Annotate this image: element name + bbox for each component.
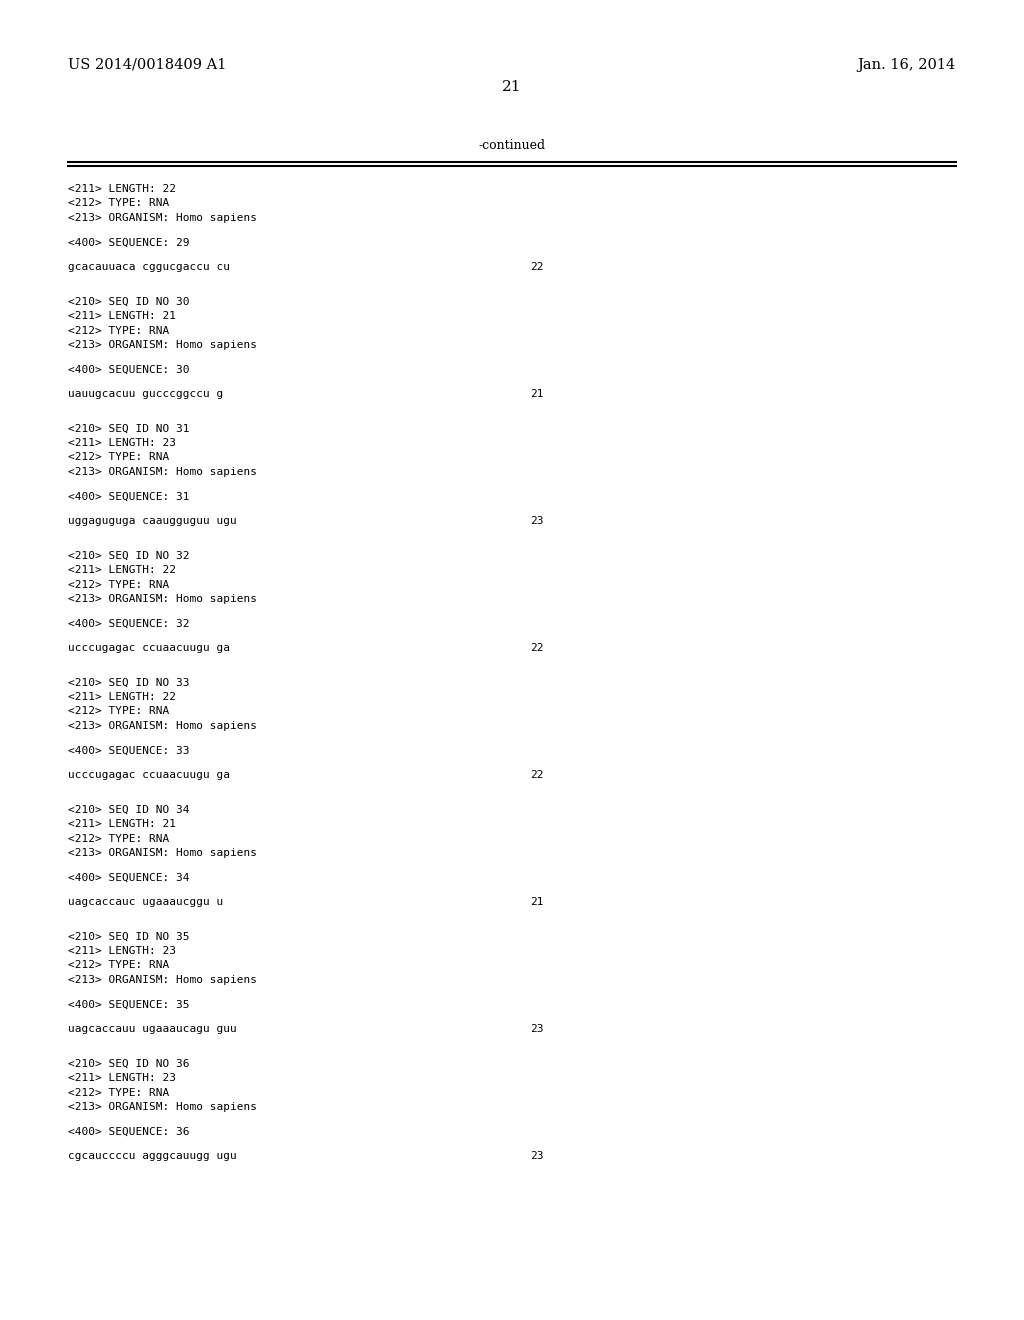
Text: <400> SEQUENCE: 30: <400> SEQUENCE: 30: [68, 364, 189, 375]
Text: gcacauuaca cggucgaccu cu: gcacauuaca cggucgaccu cu: [68, 261, 230, 272]
Text: <210> SEQ ID NO 34: <210> SEQ ID NO 34: [68, 804, 189, 814]
Text: <212> TYPE: RNA: <212> TYPE: RNA: [68, 579, 169, 590]
Text: US 2014/0018409 A1: US 2014/0018409 A1: [68, 58, 226, 73]
Text: <212> TYPE: RNA: <212> TYPE: RNA: [68, 961, 169, 970]
Text: <212> TYPE: RNA: <212> TYPE: RNA: [68, 198, 169, 209]
Text: <213> ORGANISM: Homo sapiens: <213> ORGANISM: Homo sapiens: [68, 213, 257, 223]
Text: <400> SEQUENCE: 34: <400> SEQUENCE: 34: [68, 873, 189, 883]
Text: <210> SEQ ID NO 31: <210> SEQ ID NO 31: [68, 424, 189, 433]
Text: <211> LENGTH: 22: <211> LENGTH: 22: [68, 183, 176, 194]
Text: <211> LENGTH: 23: <211> LENGTH: 23: [68, 1073, 176, 1082]
Text: uagcaccauc ugaaaucggu u: uagcaccauc ugaaaucggu u: [68, 898, 223, 907]
Text: ucccugagac ccuaacuugu ga: ucccugagac ccuaacuugu ga: [68, 770, 230, 780]
Text: <213> ORGANISM: Homo sapiens: <213> ORGANISM: Homo sapiens: [68, 1102, 257, 1111]
Text: <400> SEQUENCE: 36: <400> SEQUENCE: 36: [68, 1126, 189, 1137]
Text: 23: 23: [530, 1024, 544, 1034]
Text: 21: 21: [502, 81, 522, 94]
Text: <400> SEQUENCE: 35: <400> SEQUENCE: 35: [68, 999, 189, 1010]
Text: <211> LENGTH: 23: <211> LENGTH: 23: [68, 438, 176, 447]
Text: <210> SEQ ID NO 30: <210> SEQ ID NO 30: [68, 297, 189, 306]
Text: <213> ORGANISM: Homo sapiens: <213> ORGANISM: Homo sapiens: [68, 467, 257, 477]
Text: 22: 22: [530, 261, 544, 272]
Text: 23: 23: [530, 1151, 544, 1162]
Text: cgcauccccu agggcauugg ugu: cgcauccccu agggcauugg ugu: [68, 1151, 237, 1162]
Text: uggaguguga caaugguguu ugu: uggaguguga caaugguguu ugu: [68, 516, 237, 525]
Text: <212> TYPE: RNA: <212> TYPE: RNA: [68, 453, 169, 462]
Text: <213> ORGANISM: Homo sapiens: <213> ORGANISM: Homo sapiens: [68, 847, 257, 858]
Text: <213> ORGANISM: Homo sapiens: <213> ORGANISM: Homo sapiens: [68, 341, 257, 350]
Text: <213> ORGANISM: Homo sapiens: <213> ORGANISM: Homo sapiens: [68, 594, 257, 605]
Text: 22: 22: [530, 643, 544, 653]
Text: <213> ORGANISM: Homo sapiens: <213> ORGANISM: Homo sapiens: [68, 975, 257, 985]
Text: <400> SEQUENCE: 33: <400> SEQUENCE: 33: [68, 746, 189, 755]
Text: 21: 21: [530, 389, 544, 399]
Text: <212> TYPE: RNA: <212> TYPE: RNA: [68, 706, 169, 717]
Text: <210> SEQ ID NO 33: <210> SEQ ID NO 33: [68, 677, 189, 688]
Text: <211> LENGTH: 21: <211> LENGTH: 21: [68, 818, 176, 829]
Text: <212> TYPE: RNA: <212> TYPE: RNA: [68, 833, 169, 843]
Text: uagcaccauu ugaaaucagu guu: uagcaccauu ugaaaucagu guu: [68, 1024, 237, 1034]
Text: <210> SEQ ID NO 36: <210> SEQ ID NO 36: [68, 1059, 189, 1068]
Text: <213> ORGANISM: Homo sapiens: <213> ORGANISM: Homo sapiens: [68, 721, 257, 731]
Text: <400> SEQUENCE: 29: <400> SEQUENCE: 29: [68, 238, 189, 248]
Text: ucccugagac ccuaacuugu ga: ucccugagac ccuaacuugu ga: [68, 643, 230, 653]
Text: <210> SEQ ID NO 32: <210> SEQ ID NO 32: [68, 550, 189, 561]
Text: <211> LENGTH: 22: <211> LENGTH: 22: [68, 565, 176, 576]
Text: <211> LENGTH: 22: <211> LENGTH: 22: [68, 692, 176, 702]
Text: -continued: -continued: [478, 139, 546, 152]
Text: Jan. 16, 2014: Jan. 16, 2014: [858, 58, 956, 73]
Text: <210> SEQ ID NO 35: <210> SEQ ID NO 35: [68, 932, 189, 941]
Text: <400> SEQUENCE: 31: <400> SEQUENCE: 31: [68, 491, 189, 502]
Text: <400> SEQUENCE: 32: <400> SEQUENCE: 32: [68, 619, 189, 628]
Text: <211> LENGTH: 23: <211> LENGTH: 23: [68, 946, 176, 956]
Text: 22: 22: [530, 770, 544, 780]
Text: <211> LENGTH: 21: <211> LENGTH: 21: [68, 312, 176, 321]
Text: uauugcacuu gucccggccu g: uauugcacuu gucccggccu g: [68, 389, 223, 399]
Text: <212> TYPE: RNA: <212> TYPE: RNA: [68, 326, 169, 335]
Text: <212> TYPE: RNA: <212> TYPE: RNA: [68, 1088, 169, 1097]
Text: 23: 23: [530, 516, 544, 525]
Text: 21: 21: [530, 898, 544, 907]
